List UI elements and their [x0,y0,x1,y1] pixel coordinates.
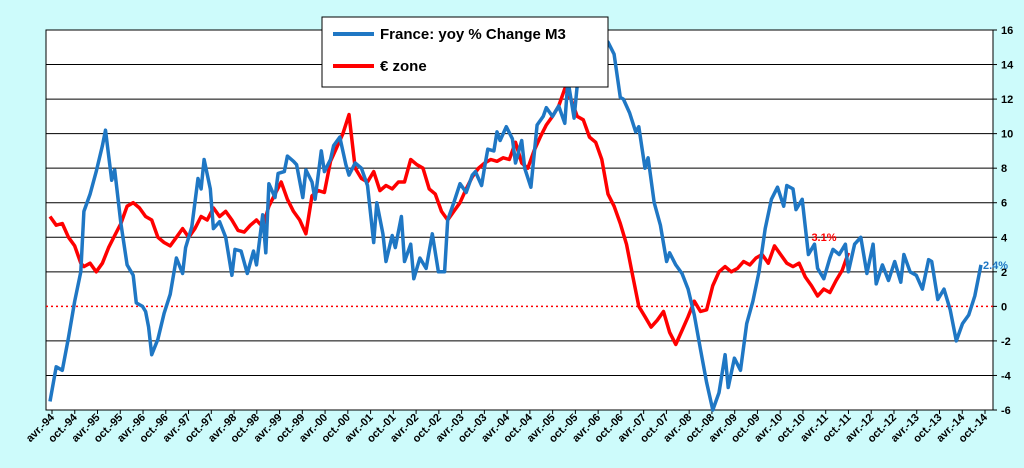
legend-label-france: France: yoy % Change M3 [380,26,566,43]
y-tick-label: 6 [1001,198,1007,210]
legend-label-euro-zone: € zone [380,58,427,75]
y-tick-label: 2 [1001,267,1007,279]
legend-box [321,16,609,88]
x-axis-ticks: avr.-94oct.-94avr.-95oct.-95avr.-96oct.-… [24,410,991,445]
annotation-france-last: 2.4% [983,260,1008,272]
y-tick-label: 0 [1001,301,1007,313]
y-tick-label: 12 [1001,94,1013,106]
y-tick-label: -4 [1001,370,1012,382]
annotation-euro-zone-last: 3.1% [811,232,836,244]
y-tick-label: 10 [1001,129,1013,141]
y-tick-label: -2 [1001,336,1011,348]
y-tick-label: 4 [1001,232,1008,244]
annotations: 3.1% 2.4% [811,232,1008,272]
legend: France: yoy % Change M3 € zone [321,16,609,88]
y-tick-label: 16 [1001,25,1013,37]
series-line-france [48,35,983,412]
y-tick-label: -6 [1001,405,1011,417]
y-tick-label: 8 [1001,163,1007,175]
y-tick-label: 14 [1001,60,1014,72]
y-axis-ticks: -6 -4 -2 0 2 4 6 8 10 12 14 16 [993,25,1014,417]
series-layer [48,35,983,412]
